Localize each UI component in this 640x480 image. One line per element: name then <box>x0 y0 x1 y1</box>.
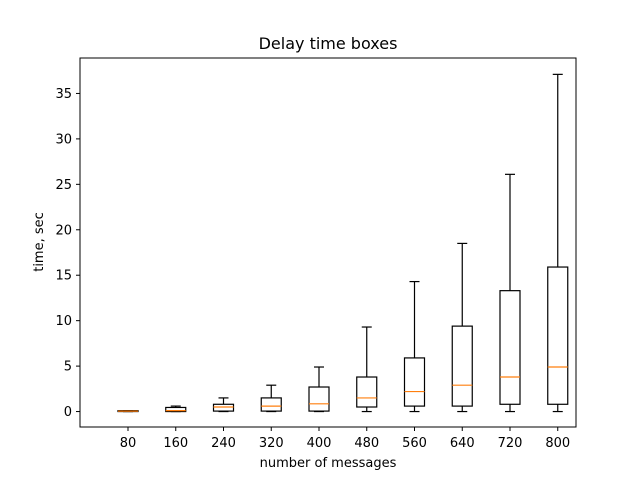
y-tick-label: 5 <box>64 360 72 375</box>
x-axis-ticks: 80 160 240 320 400 480 560 640 720 800 <box>120 427 570 451</box>
y-tick-label: 15 <box>55 269 72 284</box>
box-480 <box>356 326 378 413</box>
box-body <box>165 406 187 413</box>
box-body <box>547 266 569 405</box>
box-80 <box>117 410 139 413</box>
x-tick-label: 800 <box>545 436 570 451</box>
chart-title: Delay time boxes <box>259 34 398 53</box>
x-axis-label: number of messages <box>260 456 397 471</box>
box-160 <box>165 405 187 413</box>
y-axis-ticks: 0 5 10 15 20 25 30 35 <box>55 87 80 420</box>
x-tick-label: 560 <box>402 436 427 451</box>
box-body <box>356 376 378 408</box>
box-400 <box>308 366 330 413</box>
box-body <box>451 325 473 407</box>
x-tick-label: 320 <box>259 436 284 451</box>
box-240 <box>212 397 235 413</box>
x-tick-label: 720 <box>498 436 523 451</box>
box-640 <box>451 242 473 413</box>
x-tick-label: 160 <box>163 436 188 451</box>
box-720 <box>499 173 521 413</box>
plot-frame <box>79 57 577 428</box>
box-320 <box>260 384 282 413</box>
x-tick-label: 80 <box>120 436 137 451</box>
y-tick-label: 10 <box>55 314 72 329</box>
box-body <box>308 386 330 412</box>
box-body <box>212 403 235 412</box>
box-560 <box>403 280 426 413</box>
y-tick-label: 30 <box>55 132 72 147</box>
y-tick-label: 20 <box>55 223 72 238</box>
box-body <box>403 357 426 407</box>
y-tick-label: 35 <box>55 87 72 102</box>
y-tick-label: 0 <box>64 405 72 420</box>
x-tick-label: 640 <box>450 436 475 451</box>
y-axis-label: time, sec <box>32 212 47 272</box>
box-body <box>499 290 521 405</box>
box-800 <box>547 73 569 413</box>
x-tick-label: 240 <box>211 436 236 451</box>
x-tick-label: 400 <box>307 436 332 451</box>
x-tick-label: 480 <box>354 436 379 451</box>
y-tick-label: 25 <box>55 178 72 193</box>
boxes-layer <box>117 73 569 413</box>
box-body <box>260 397 282 412</box>
